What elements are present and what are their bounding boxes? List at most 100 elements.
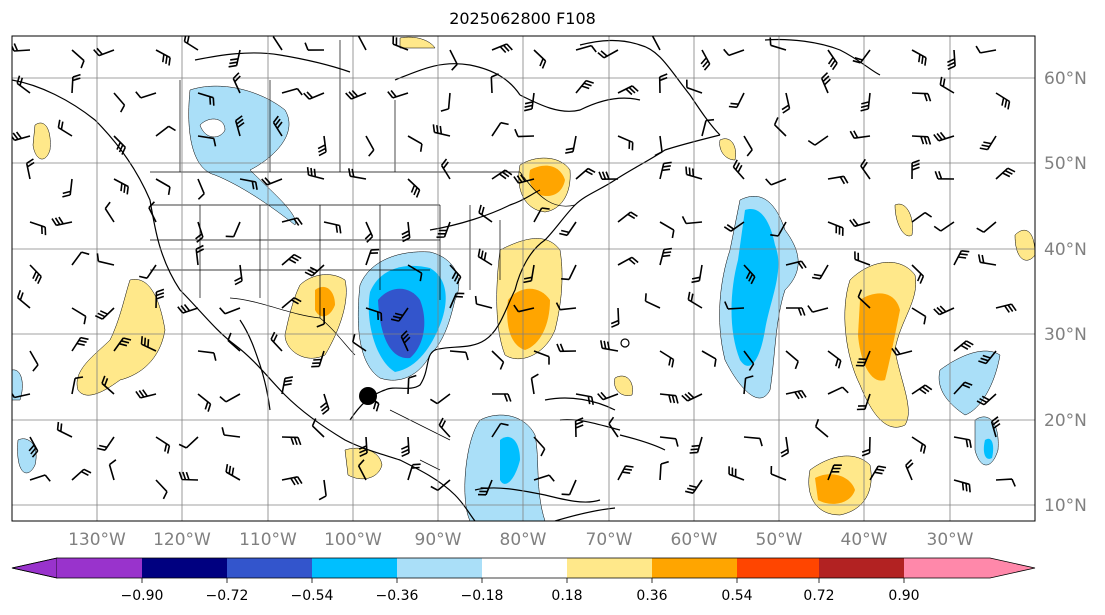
wind-barb (953, 250, 970, 266)
colorbar-bin-1 (142, 558, 227, 578)
colorbar-bin-3 (312, 558, 397, 578)
lat-label-30n: 30°N (1044, 325, 1087, 345)
wind-barb (814, 418, 829, 438)
wind-barb (860, 158, 871, 180)
lon-label-80w: 80°W (500, 530, 547, 550)
wind-barb (430, 479, 451, 492)
wind-barb (432, 124, 451, 137)
wind-barb (234, 264, 243, 286)
wind-barb (219, 307, 241, 315)
wind-barb (436, 221, 451, 238)
wind-barb (827, 175, 849, 185)
colorbar-tick-1: −0.72 (206, 588, 249, 604)
wind-barb (861, 436, 871, 457)
wind-barb (71, 307, 87, 325)
wind-barb (357, 36, 367, 51)
wind-barb (345, 89, 367, 100)
wind-barb (449, 264, 462, 285)
wind-barb (316, 307, 325, 328)
lon-label-130w: 130°W (68, 530, 126, 550)
wind-barb (71, 73, 81, 94)
colorbar-extend-min (11, 557, 58, 579)
wind-barb (849, 218, 871, 228)
wind-barb (71, 468, 92, 481)
wind-barb (25, 158, 35, 180)
wind-barb (770, 221, 787, 237)
wind-barb (12, 43, 31, 52)
wind-barb (523, 264, 535, 284)
wind-barb (575, 167, 596, 180)
wind-barb (575, 393, 594, 405)
wind-barb (365, 307, 383, 322)
wind-barb (94, 307, 115, 320)
wind-barb (135, 389, 157, 399)
wind-barb (617, 85, 639, 96)
wind-barb (785, 389, 807, 400)
wind-barb (911, 436, 927, 454)
wind-barb (407, 135, 423, 152)
wind-barb (724, 301, 745, 310)
wind-barb (392, 36, 409, 51)
wind-barb (807, 305, 829, 313)
wind-barb (407, 374, 417, 395)
wind-barb (575, 79, 594, 94)
wind-barb (743, 350, 755, 371)
wind-barb (953, 479, 971, 493)
wind-barb (701, 350, 717, 367)
wind-barb (953, 340, 974, 352)
wind-barb (365, 248, 380, 266)
colorbar-tick-0: −0.90 (121, 588, 164, 604)
wind-barb (365, 135, 375, 157)
wind-barb (401, 221, 411, 243)
colorbar-bin-2 (227, 558, 312, 578)
colorbar-bin-9 (819, 558, 904, 578)
colorbar-tick-5: 0.18 (551, 588, 582, 604)
lon-label-40w: 40°W (841, 530, 888, 550)
wind-barb (304, 42, 325, 51)
wind-barb (860, 92, 871, 112)
wind-barb (770, 465, 787, 481)
wind-barb (533, 207, 550, 223)
longitude-labels: 130°W 120°W 110°W 100°W 90°W 80°W 70°W 6… (68, 530, 974, 550)
wind-barb (491, 350, 505, 370)
wind-barb (239, 178, 258, 190)
wind-barb (811, 264, 829, 280)
wind-barb (852, 49, 871, 64)
wind-barb (29, 221, 47, 236)
map-title: 2025062800 F108 (449, 9, 596, 28)
colorbar-bin-6 (567, 558, 652, 578)
wind-barb (429, 393, 451, 405)
wind-barb (533, 350, 550, 365)
wind-barb (785, 350, 799, 370)
wind-barb (644, 293, 661, 309)
wind-barb (933, 131, 955, 142)
wind-barb (905, 459, 914, 481)
wind-barb (685, 479, 703, 494)
wind-barb (701, 118, 715, 137)
lat-label-10n: 10°N (1044, 496, 1087, 516)
wind-barb (71, 336, 89, 352)
lon-label-50w: 50°W (756, 530, 803, 550)
wind-barb (977, 254, 997, 266)
wind-barb (93, 47, 115, 57)
wind-barb (933, 305, 955, 316)
storm-center-marker (359, 387, 377, 405)
wind-barb (440, 158, 451, 180)
lon-label-110w: 110°W (239, 530, 297, 550)
wind-barb (318, 479, 327, 501)
wind-barb (449, 292, 465, 309)
wind-barb (12, 131, 31, 142)
wind-barb (533, 474, 555, 482)
wind-barb (319, 393, 330, 415)
wind-barb (524, 92, 535, 112)
wind-barb (195, 244, 205, 266)
wind-barb (491, 121, 509, 137)
wind-barb (227, 332, 241, 352)
wind-barb (155, 49, 171, 66)
wind-barb (691, 264, 703, 284)
lon-label-30w: 30°W (927, 530, 974, 550)
wind-barbs (12, 36, 1017, 501)
wind-barb (261, 177, 283, 186)
wind-barb (29, 350, 39, 372)
